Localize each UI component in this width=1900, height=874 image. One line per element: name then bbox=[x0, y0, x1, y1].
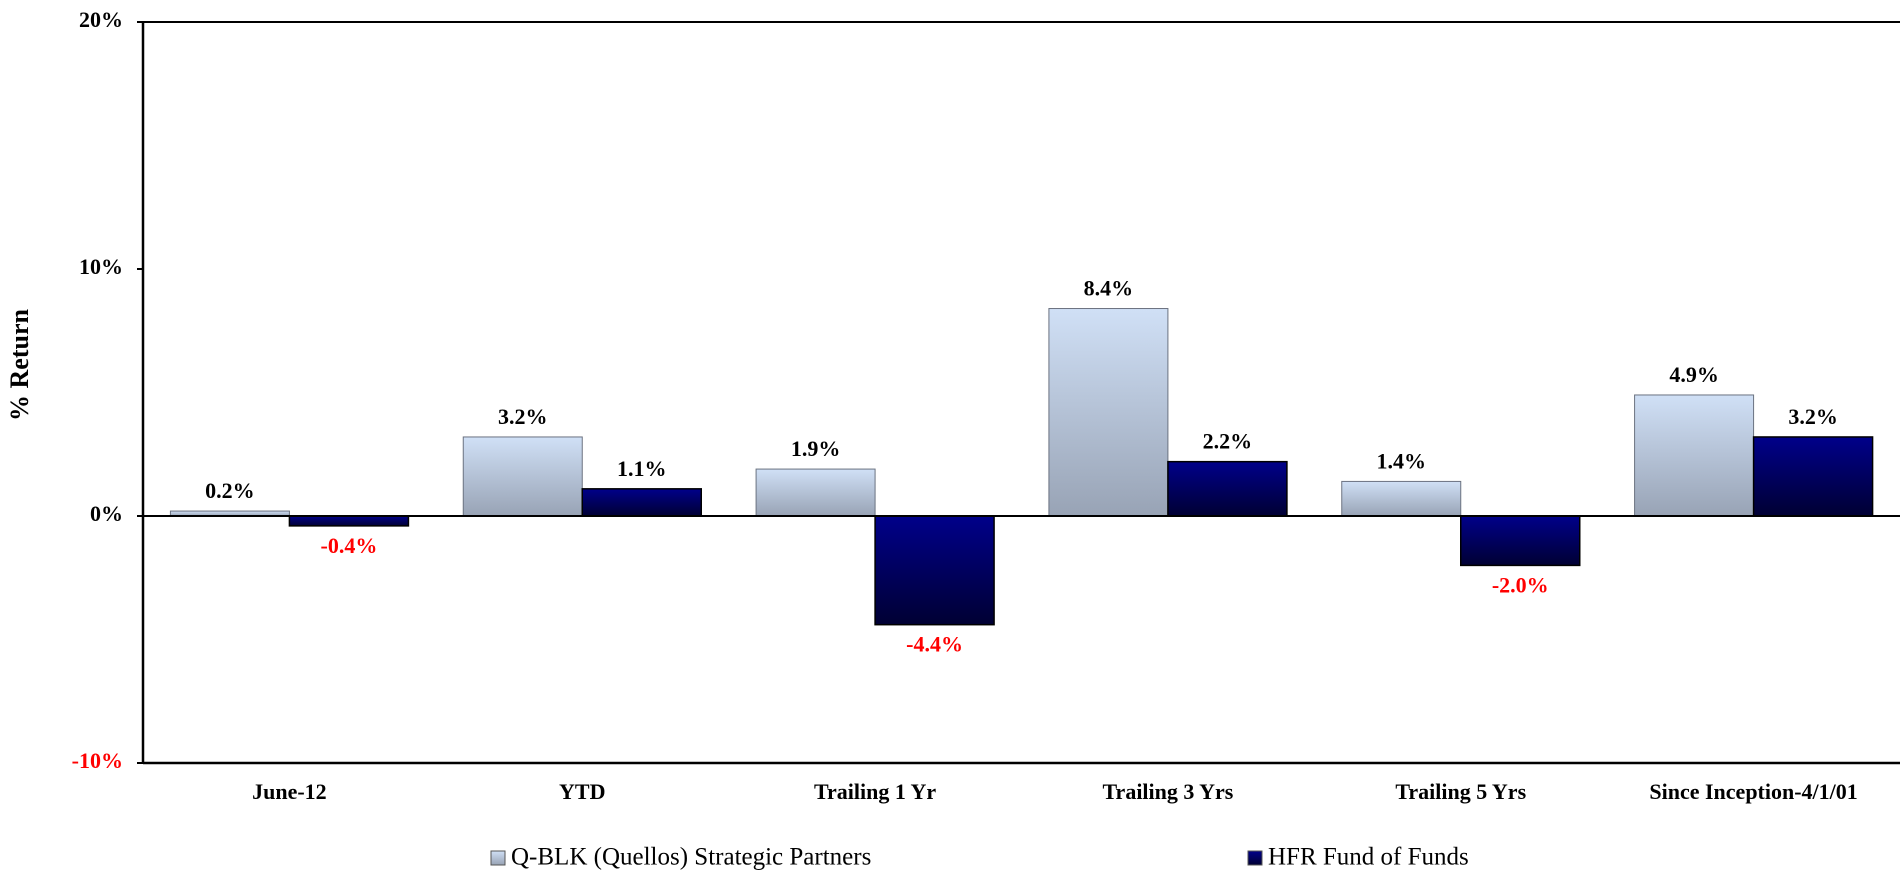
bar bbox=[462, 436, 583, 517]
x-tick-label: Since Inception-4/1/01 bbox=[1649, 779, 1857, 804]
legend-label: HFR Fund of Funds bbox=[1268, 844, 1469, 871]
data-label: 1.9% bbox=[791, 436, 841, 461]
data-label: 4.9% bbox=[1669, 362, 1719, 387]
data-label: 0.2% bbox=[205, 478, 255, 503]
legend-swatch bbox=[490, 850, 506, 866]
y-tick-label: 10% bbox=[79, 254, 123, 279]
data-label: 3.2% bbox=[498, 404, 548, 429]
y-tick-label: -10% bbox=[72, 748, 123, 773]
x-tick-label: Trailing 5 Yrs bbox=[1395, 779, 1526, 804]
bar bbox=[1460, 515, 1581, 567]
bar bbox=[874, 515, 995, 626]
bar bbox=[581, 488, 702, 517]
data-label: 8.4% bbox=[1084, 276, 1134, 301]
legend-swatch bbox=[1247, 850, 1263, 866]
bar bbox=[755, 468, 876, 517]
legend-label: Q-BLK (Quellos) Strategic Partners bbox=[511, 844, 871, 871]
data-label: -2.0% bbox=[1492, 572, 1549, 597]
bar bbox=[1634, 394, 1755, 517]
x-tick-label: Trailing 3 Yrs bbox=[1103, 779, 1234, 804]
data-label: 1.4% bbox=[1377, 448, 1427, 473]
data-label: 3.2% bbox=[1788, 404, 1838, 429]
bar bbox=[1752, 436, 1874, 517]
x-tick-label: Trailing 1 Yr bbox=[814, 779, 936, 804]
bar bbox=[1048, 308, 1169, 517]
y-axis-label: % Return bbox=[5, 308, 34, 420]
y-tick-label: 0% bbox=[90, 501, 123, 526]
bar bbox=[288, 515, 410, 527]
bar bbox=[1167, 460, 1288, 517]
y-tick-label: 20% bbox=[79, 7, 123, 32]
x-tick-label: YTD bbox=[559, 779, 605, 804]
bar bbox=[1341, 480, 1462, 517]
data-label: -4.4% bbox=[906, 632, 963, 657]
data-label: 2.2% bbox=[1203, 429, 1253, 454]
data-label: 1.1% bbox=[617, 456, 667, 481]
x-tick-label: June-12 bbox=[252, 779, 327, 804]
data-label: -0.4% bbox=[321, 533, 378, 558]
